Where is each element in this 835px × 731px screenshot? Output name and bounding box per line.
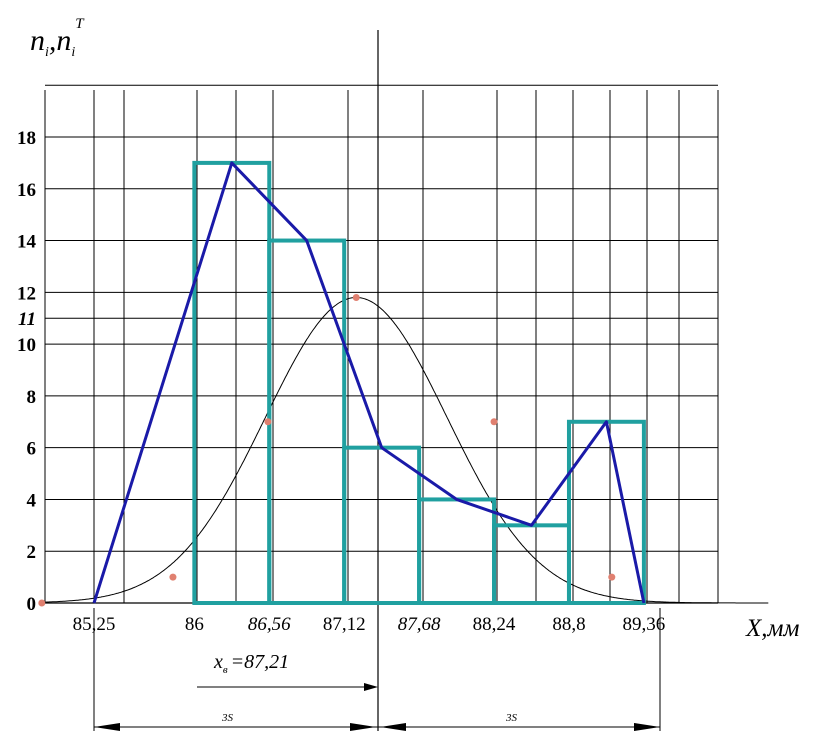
y-tick-label: 2 <box>27 542 37 563</box>
curve-marker-0 <box>38 599 46 607</box>
normal-curve <box>41 297 769 604</box>
mean-label-var: x <box>213 651 223 673</box>
dim-arrow-left-end <box>350 723 376 731</box>
histogram-bar-1 <box>267 238 347 606</box>
dim-arrow-right-end <box>634 723 660 731</box>
x-tick-label: 88,24 <box>473 614 516 635</box>
histogram-bar-5 <box>566 419 646 605</box>
curve-marker-3 <box>352 294 360 302</box>
y-axis-label: ni,niT <box>30 16 85 60</box>
histogram-bar-0 <box>192 160 272 605</box>
x-tick-label: 87,12 <box>323 614 366 635</box>
y-tick-label: 4 <box>27 490 37 511</box>
x-axis-label: X,мм <box>745 615 799 642</box>
x-tick-label: 89,36 <box>623 614 666 635</box>
normal-curve-path <box>41 297 769 604</box>
polygon-line <box>92 161 646 604</box>
y-tick-label: 10 <box>17 335 36 356</box>
mean-annotation: xв =87,21 <box>197 651 378 691</box>
x-tick-label: 86,56 <box>248 614 291 635</box>
dim-arrow-right-start <box>380 723 406 731</box>
y-tick-label: 16 <box>17 180 36 201</box>
x-tick-labels: 85,25 86 86,56 87,12 87,68 88,24 88,8 89,36 <box>73 614 666 635</box>
x-tick-label: 86 <box>185 614 204 635</box>
x-tick-label: 88,8 <box>552 614 585 635</box>
mean-label-sub: в <box>223 664 228 676</box>
y-label-n2: n <box>56 24 71 57</box>
three-sigma-left-label: 3S <box>221 712 234 724</box>
y-label-comma: , <box>49 24 57 57</box>
x-tick-label: 87,68 <box>398 614 441 635</box>
y-tick-label: 8 <box>27 387 37 408</box>
three-sigma-right-label: 3S <box>505 712 518 724</box>
curve-markers <box>38 294 616 607</box>
y-tick-label: 11 <box>18 309 36 330</box>
histogram-bar-4 <box>492 523 571 605</box>
y-label-sup: T <box>75 16 85 32</box>
three-sigma-dimension: 3S 3S <box>93 608 661 731</box>
frequency-polygon <box>92 161 646 604</box>
curve-marker-1 <box>169 573 177 581</box>
histogram-bar-2 <box>342 445 422 605</box>
grid <box>44 30 719 731</box>
mean-arrow-head <box>364 683 378 691</box>
y-tick-label: 6 <box>27 439 37 460</box>
y-label-n1: n <box>30 24 45 57</box>
y-tick-label: 12 <box>17 283 36 304</box>
y-label-sub1: i <box>45 45 49 60</box>
curve-marker-5 <box>608 573 616 581</box>
mean-label-text: =87,21 <box>231 651 290 673</box>
y-tick-label: 18 <box>17 128 36 149</box>
histogram <box>192 160 646 606</box>
curve-marker-4 <box>490 418 498 426</box>
y-tick-label: 0 <box>27 594 37 615</box>
y-label-sub2: i <box>71 45 75 60</box>
mean-label: xв =87,21 <box>213 651 289 676</box>
y-tick-label: 14 <box>17 232 37 253</box>
curve-marker-2 <box>264 418 272 426</box>
dim-arrow-left-start <box>94 723 120 731</box>
y-tick-labels: 0 2 4 6 8 10 11 12 14 16 18 <box>17 128 37 615</box>
